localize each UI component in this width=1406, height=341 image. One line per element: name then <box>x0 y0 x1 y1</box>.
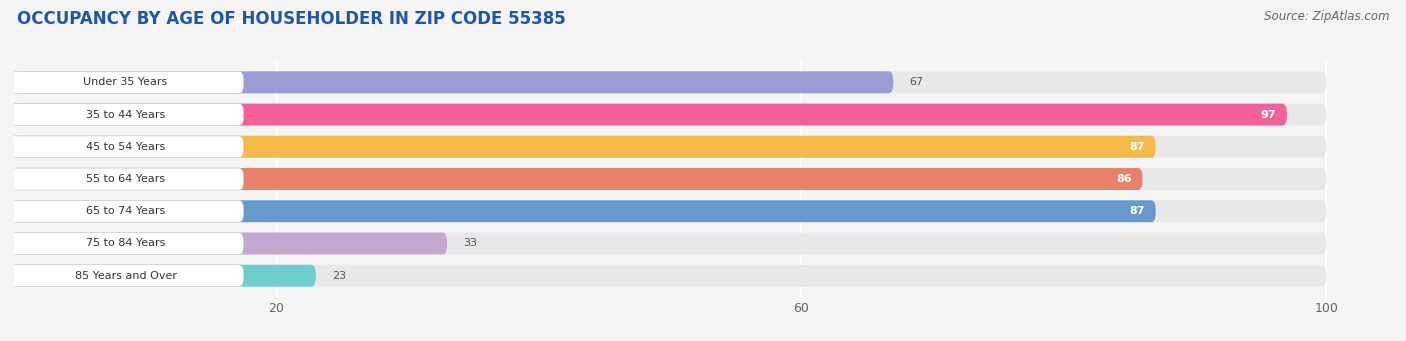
FancyBboxPatch shape <box>14 265 316 287</box>
Text: 85 Years and Over: 85 Years and Over <box>75 271 177 281</box>
FancyBboxPatch shape <box>7 136 243 158</box>
FancyBboxPatch shape <box>14 265 1326 287</box>
FancyBboxPatch shape <box>7 265 243 287</box>
Text: 67: 67 <box>910 77 924 87</box>
Text: Source: ZipAtlas.com: Source: ZipAtlas.com <box>1264 10 1389 23</box>
Text: 33: 33 <box>463 238 477 249</box>
Text: 75 to 84 Years: 75 to 84 Years <box>86 238 166 249</box>
FancyBboxPatch shape <box>7 71 243 93</box>
Text: OCCUPANCY BY AGE OF HOUSEHOLDER IN ZIP CODE 55385: OCCUPANCY BY AGE OF HOUSEHOLDER IN ZIP C… <box>17 10 565 28</box>
Text: 87: 87 <box>1130 206 1146 216</box>
Text: 97: 97 <box>1261 109 1277 120</box>
FancyBboxPatch shape <box>14 168 1143 190</box>
FancyBboxPatch shape <box>14 168 1326 190</box>
FancyBboxPatch shape <box>14 136 1156 158</box>
FancyBboxPatch shape <box>14 104 1326 125</box>
Text: 87: 87 <box>1130 142 1146 152</box>
Text: 35 to 44 Years: 35 to 44 Years <box>86 109 166 120</box>
FancyBboxPatch shape <box>14 200 1156 222</box>
FancyBboxPatch shape <box>14 200 1326 222</box>
FancyBboxPatch shape <box>14 71 893 93</box>
Text: 45 to 54 Years: 45 to 54 Years <box>86 142 166 152</box>
Text: 86: 86 <box>1116 174 1132 184</box>
FancyBboxPatch shape <box>7 200 243 222</box>
Text: 65 to 74 Years: 65 to 74 Years <box>86 206 166 216</box>
Text: Under 35 Years: Under 35 Years <box>83 77 167 87</box>
Text: 23: 23 <box>332 271 346 281</box>
FancyBboxPatch shape <box>7 104 243 125</box>
FancyBboxPatch shape <box>7 233 243 254</box>
FancyBboxPatch shape <box>14 233 1326 254</box>
FancyBboxPatch shape <box>14 136 1326 158</box>
FancyBboxPatch shape <box>14 71 1326 93</box>
FancyBboxPatch shape <box>14 104 1286 125</box>
Text: 55 to 64 Years: 55 to 64 Years <box>86 174 165 184</box>
FancyBboxPatch shape <box>14 233 447 254</box>
FancyBboxPatch shape <box>7 168 243 190</box>
